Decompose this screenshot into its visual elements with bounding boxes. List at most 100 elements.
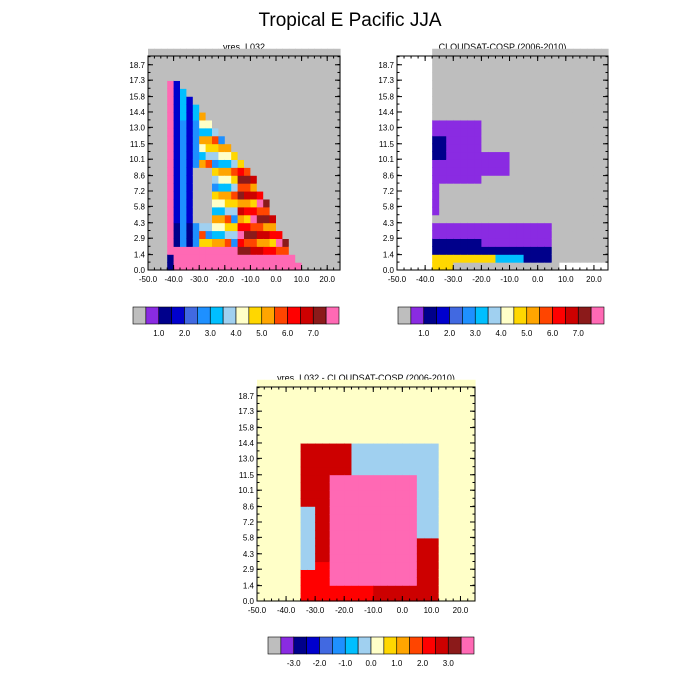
heatmap-cell	[600, 111, 609, 121]
heatmap-cell	[523, 175, 532, 184]
heatmap-cell	[438, 427, 447, 436]
heatmap-cell	[516, 104, 525, 113]
heatmap-cell	[192, 64, 200, 74]
heatmap-cell	[387, 427, 396, 436]
heatmap-cell	[530, 167, 539, 176]
heatmap-cell	[453, 190, 461, 200]
heatmap-cell	[537, 222, 546, 232]
heatmap-cell	[446, 198, 454, 208]
heatmap-cell	[380, 482, 389, 491]
heatmap-cell	[288, 104, 296, 113]
heatmap-cell	[453, 127, 461, 137]
heatmap-cell	[237, 254, 245, 263]
heatmap-cell	[269, 56, 277, 66]
heatmap-cell	[344, 419, 353, 428]
heatmap-cell	[509, 214, 518, 224]
heatmap-cell	[495, 104, 504, 113]
heatmap-cell	[264, 537, 273, 547]
heatmap-cell	[336, 387, 345, 397]
heatmap-cell	[474, 238, 482, 247]
y-tick-label: 2.9	[243, 565, 255, 574]
heatmap-cell	[516, 246, 525, 255]
heatmap-cell	[256, 80, 264, 89]
heatmap-cell	[453, 64, 461, 74]
heatmap-cell	[295, 88, 303, 97]
heatmap-cell	[327, 175, 335, 184]
heatmap-cell	[263, 230, 271, 239]
heatmap-cell	[579, 206, 588, 216]
heatmap-cell	[301, 183, 309, 192]
heatmap-cell	[516, 230, 525, 239]
heatmap-cell	[148, 222, 155, 232]
heatmap-cell	[192, 167, 200, 176]
x-tick-label: -40.0	[164, 275, 183, 284]
heatmap-cell	[387, 506, 396, 515]
heatmap-cell	[467, 450, 476, 460]
heatmap-cell	[199, 119, 207, 129]
heatmap-cell	[530, 238, 539, 247]
heatmap-cell	[502, 111, 511, 121]
y-tick-label: 1.4	[383, 251, 395, 260]
heatmap-cell	[593, 175, 602, 184]
heatmap-cell	[322, 593, 331, 602]
heatmap-cell	[264, 545, 273, 555]
heatmap-cell	[212, 262, 219, 271]
heatmap-cell	[488, 72, 497, 81]
heatmap-cell	[431, 411, 440, 420]
heatmap-cell	[502, 80, 511, 89]
heatmap-cell	[488, 135, 497, 145]
heatmap-cell	[322, 379, 331, 389]
heatmap-cell	[199, 143, 207, 153]
x-tick-label: 0.0	[270, 275, 282, 284]
heatmap-cell	[218, 64, 226, 74]
heatmap-cell	[395, 411, 403, 420]
heatmap-cell	[212, 104, 219, 113]
heatmap-cell	[205, 104, 213, 113]
heatmap-cell	[460, 442, 469, 452]
heatmap-cell	[481, 151, 490, 160]
heatmap-cell	[488, 262, 497, 271]
heatmap-cell	[173, 214, 181, 224]
heatmap-cell	[432, 198, 440, 208]
heatmap-cell	[351, 577, 360, 586]
heatmap-cell	[586, 214, 595, 224]
heatmap-cell	[453, 506, 462, 515]
heatmap-cell	[336, 529, 345, 539]
heatmap-cell	[402, 387, 411, 397]
colorbar-label: 1.0	[391, 659, 403, 668]
heatmap-cell	[288, 230, 296, 239]
heatmap-cell	[416, 411, 425, 420]
heatmap-cell	[320, 88, 328, 97]
heatmap-cell	[537, 214, 546, 224]
heatmap-cell	[530, 104, 539, 113]
heatmap-cell	[439, 96, 447, 105]
heatmap-cell	[308, 80, 315, 89]
heatmap-cell	[160, 151, 168, 160]
heatmap-cell	[586, 80, 595, 89]
heatmap-cell	[307, 561, 316, 570]
heatmap-cell	[460, 104, 468, 113]
heatmap-cell	[445, 427, 454, 436]
heatmap-cell	[244, 167, 251, 176]
heatmap-cell	[173, 262, 181, 271]
heatmap-cell	[301, 262, 309, 271]
heatmap-cell	[264, 387, 273, 397]
heatmap-cell	[395, 450, 403, 460]
colorbar-swatch	[325, 306, 340, 325]
heatmap-cell	[286, 514, 294, 523]
heatmap-cell	[438, 521, 447, 531]
heatmap-cell	[474, 127, 482, 137]
heatmap-cell	[537, 135, 546, 145]
heatmap-cell	[257, 521, 265, 531]
heatmap-cell	[186, 167, 194, 176]
heatmap-cell	[453, 427, 462, 436]
x-tick-label: -20.0	[216, 275, 235, 284]
panel-title: vres_L032	[223, 42, 265, 52]
heatmap-cell	[286, 427, 294, 436]
heatmap-cell	[327, 183, 335, 192]
heatmap-cell	[160, 56, 168, 66]
heatmap-cell	[495, 254, 504, 263]
heatmap-cell	[271, 553, 280, 563]
heatmap-cell	[224, 167, 232, 176]
heatmap-cell	[199, 183, 207, 192]
